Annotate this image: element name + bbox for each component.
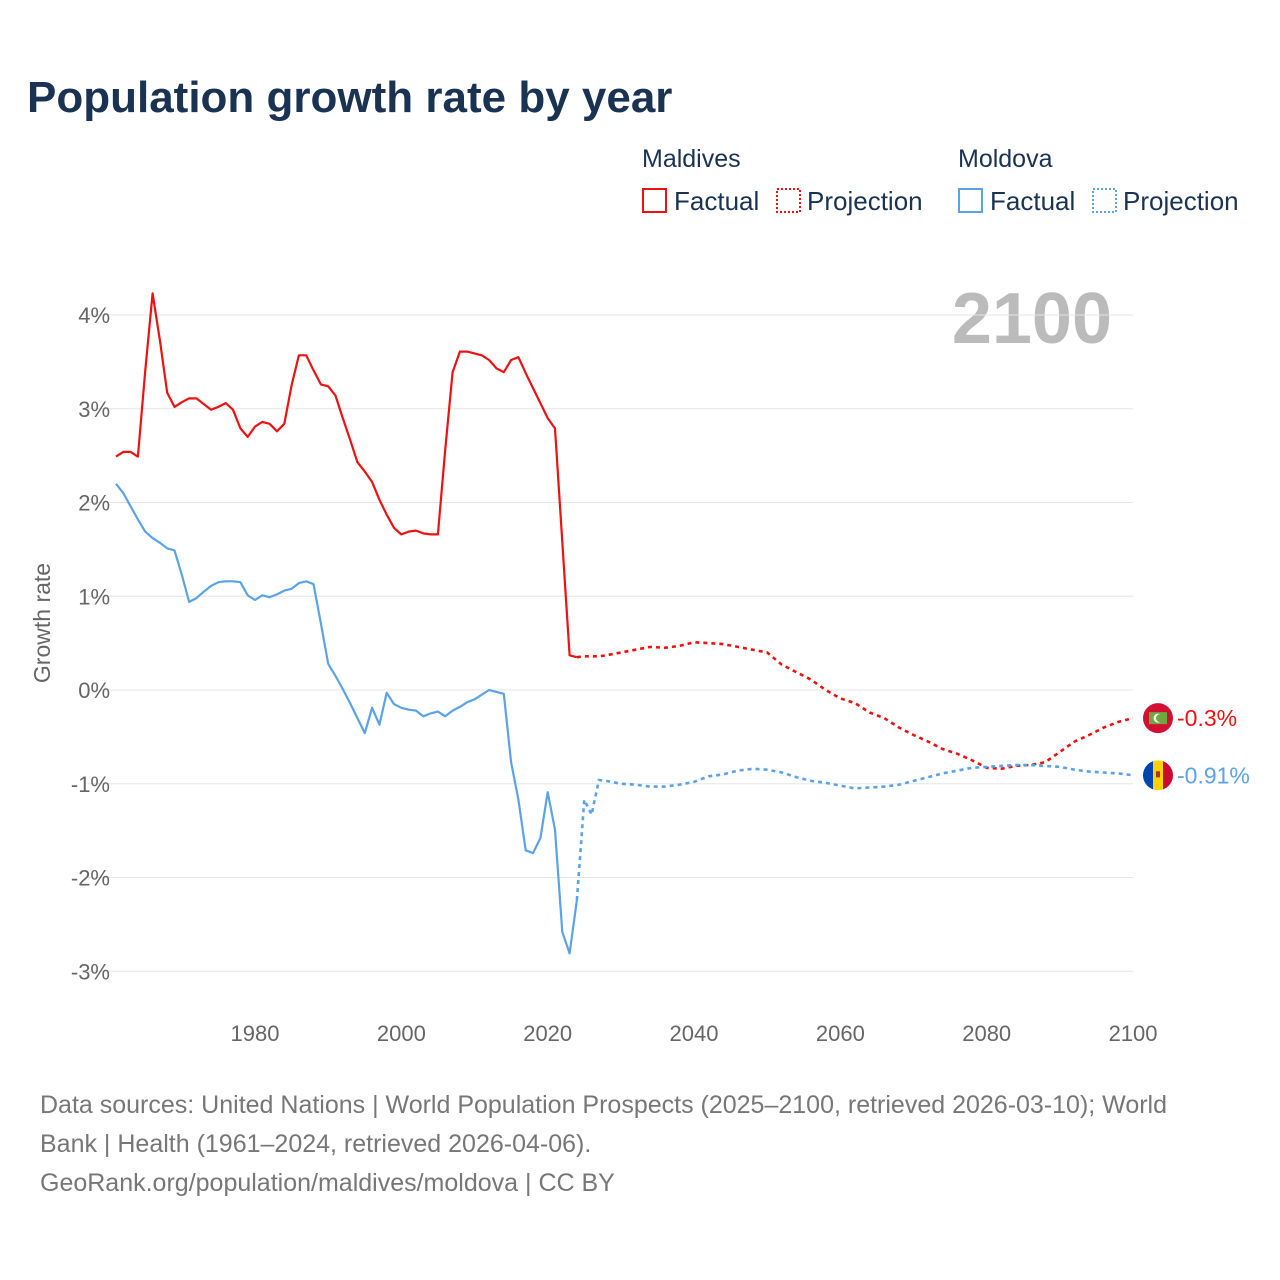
y-tick-label: 3% bbox=[78, 397, 110, 422]
current-year-label: 2100 bbox=[952, 279, 1112, 359]
legend-maldives-projection[interactable]: Projection bbox=[807, 186, 923, 216]
legend-moldova-factual[interactable]: Factual bbox=[990, 186, 1075, 216]
moldova-projection-line bbox=[575, 763, 1134, 901]
maldives-factual-line bbox=[115, 292, 578, 659]
footer-sources-line1: Data sources: United Nations | World Pop… bbox=[40, 1091, 1167, 1119]
legend-group-moldova: Moldova bbox=[958, 145, 1053, 173]
x-tick-label: 2040 bbox=[670, 1021, 719, 1046]
y-tick-label: 2% bbox=[78, 491, 110, 516]
x-tick-label: 2060 bbox=[816, 1021, 865, 1046]
y-tick-label: -3% bbox=[71, 959, 110, 984]
y-tick-label: 0% bbox=[78, 678, 110, 703]
legend: Maldives Factual Projection Moldova Fact… bbox=[642, 145, 1239, 216]
legend-swatch-maldives-projection bbox=[776, 188, 801, 213]
x-tick-label: 2100 bbox=[1109, 1021, 1158, 1046]
legend-swatch-moldova-projection bbox=[1092, 188, 1117, 213]
y-tick-label: -1% bbox=[71, 772, 110, 797]
x-tick-label: 2080 bbox=[962, 1021, 1011, 1046]
moldova-flag-icon bbox=[1143, 760, 1173, 791]
moldova-factual-line bbox=[115, 483, 578, 955]
legend-maldives-factual[interactable]: Factual bbox=[674, 186, 759, 216]
footer-link[interactable]: GeoRank.org/population/maldives/moldova … bbox=[40, 1169, 615, 1197]
y-axis-label: Growth rate bbox=[29, 563, 55, 683]
x-tick-label: 2020 bbox=[523, 1021, 572, 1046]
legend-swatch-maldives-factual bbox=[642, 188, 667, 213]
maldives-end-value-label: -0.3% bbox=[1177, 705, 1237, 731]
maldives-projection-line bbox=[576, 640, 1134, 771]
legend-moldova-projection[interactable]: Projection bbox=[1123, 186, 1239, 216]
y-tick-label: -2% bbox=[71, 866, 110, 891]
y-tick-label: 1% bbox=[78, 584, 110, 609]
maldives-flag-icon bbox=[1143, 703, 1173, 734]
legend-swatch-moldova-factual bbox=[958, 188, 983, 213]
y-tick-label: 4% bbox=[78, 303, 110, 328]
footer-sources-line2: Bank | Health (1961–2024, retrieved 2026… bbox=[40, 1130, 591, 1158]
x-tick-label: 2000 bbox=[377, 1021, 426, 1046]
moldova-end-value-label: -0.91% bbox=[1177, 762, 1250, 788]
chart-title: Population growth rate by year bbox=[27, 73, 672, 122]
legend-group-maldives: Maldives bbox=[642, 145, 741, 173]
x-tick-label: 1980 bbox=[231, 1021, 280, 1046]
